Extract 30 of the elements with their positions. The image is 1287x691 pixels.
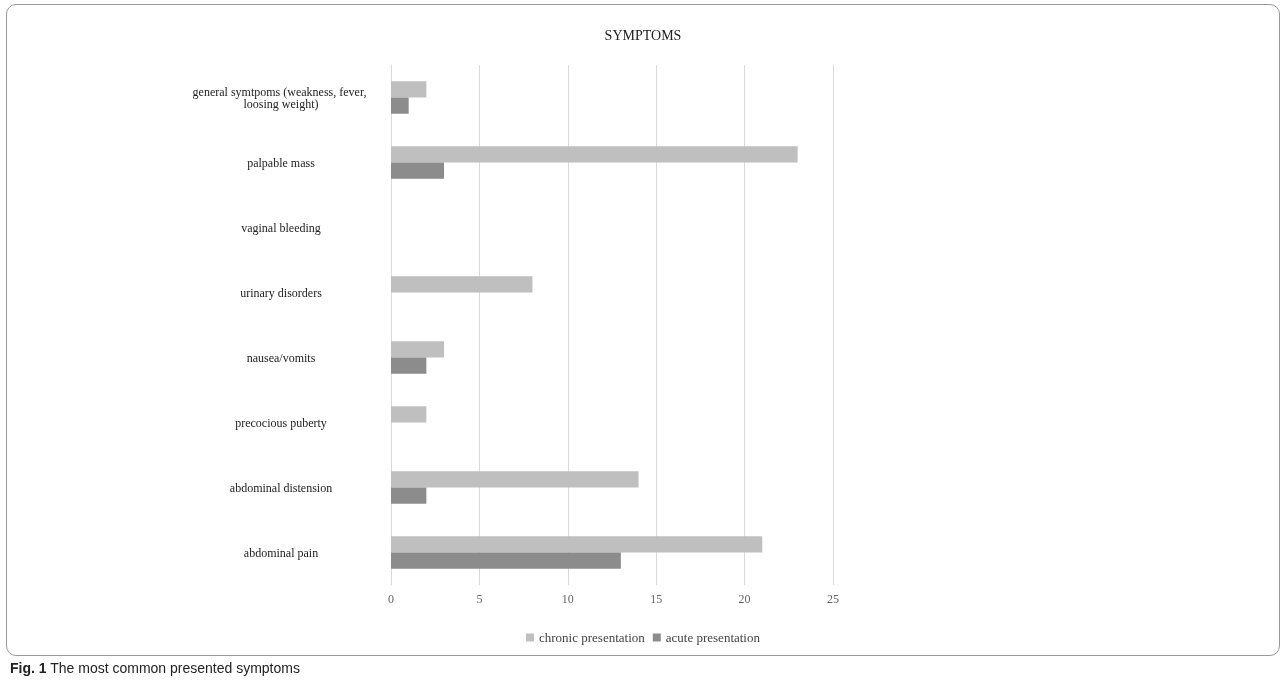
x-tick-label: 15: [650, 592, 663, 606]
y-tick-label: abdominal pain: [243, 545, 319, 560]
y-tick-label: abdominal distension: [229, 480, 333, 495]
bar: [391, 552, 621, 569]
x-tick-label: 10: [561, 592, 574, 606]
bar: [391, 81, 427, 98]
bar: [391, 97, 409, 114]
y-tick-label: precocious puberty: [235, 415, 327, 430]
y-tick-label: general symtpoms (weakness, fever, loosing weight): [192, 84, 370, 111]
caption: Fig. 1 The most common presented symptoms: [10, 660, 300, 676]
legend-label: chronic presentation: [539, 630, 646, 645]
bar: [391, 536, 763, 553]
bar: [391, 162, 445, 179]
bar: [391, 471, 639, 488]
bar: [391, 357, 427, 374]
bar: [391, 341, 445, 358]
bar: [391, 487, 427, 504]
bar: [391, 146, 798, 163]
y-tick-label: nausea/vomits: [246, 350, 316, 365]
y-tick-label: urinary disorders: [240, 285, 323, 300]
y-tick-label: vaginal bleeding: [241, 220, 321, 235]
x-tick-label: 20: [738, 592, 751, 606]
y-tick-label: palpable mass: [247, 155, 316, 170]
legend-label: acute presentation: [665, 630, 761, 645]
x-tick-label: 5: [476, 592, 483, 606]
bar: [391, 276, 533, 293]
bar: [391, 406, 427, 423]
x-tick-label: 25: [827, 592, 839, 606]
chart-title: SYMPTOMS: [604, 27, 682, 43]
x-tick-label: 0: [388, 592, 394, 606]
